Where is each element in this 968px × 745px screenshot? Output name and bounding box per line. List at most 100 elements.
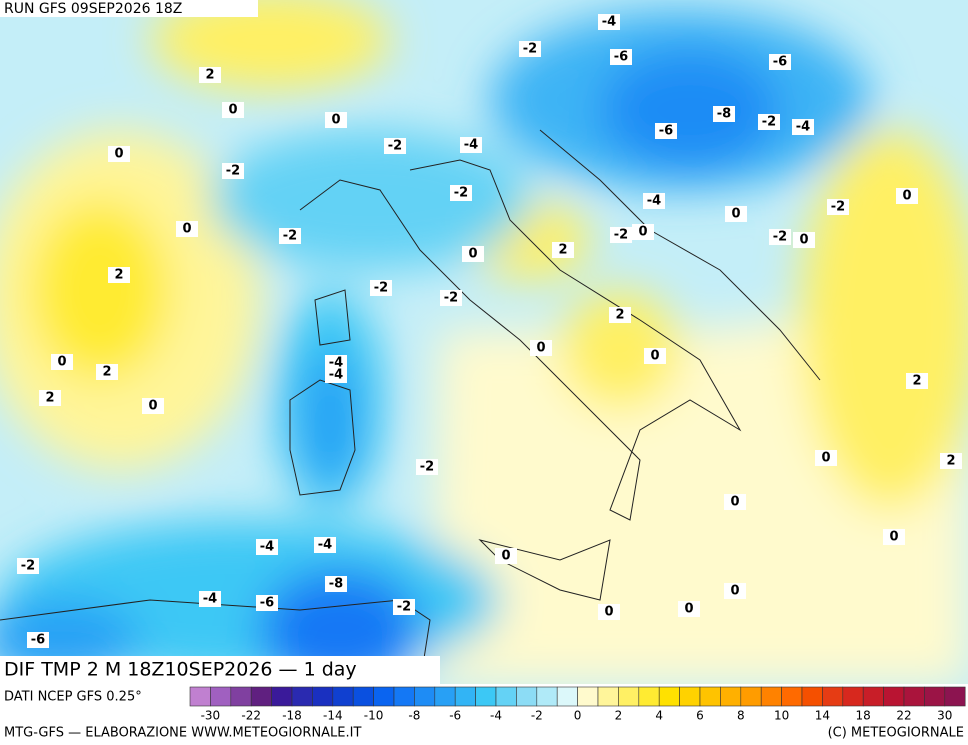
contour-label: -4 xyxy=(203,592,217,607)
footer-left: MTG-GFS — ELABORAZIONE WWW.METEOGIORNALE… xyxy=(4,726,361,741)
label-bg xyxy=(199,67,221,83)
contour-label: 0 xyxy=(731,207,740,222)
colorbar-tick-label: 6 xyxy=(696,709,704,723)
footer-right: (C) METEOGIORNALE xyxy=(828,726,964,741)
label-bg xyxy=(883,529,905,545)
colorbar-tick-label: -2 xyxy=(531,709,543,723)
color-box xyxy=(495,686,517,707)
contour-labels: -4 -2 -6 -6 2 0 0 -8 -2 -4 -6 -2 -4 0 -2 -2 0 -4 -2 0 0 -2 -2 0… xyxy=(17,14,962,648)
color-box xyxy=(189,686,211,707)
color-box xyxy=(842,686,864,707)
contour-label: 2 xyxy=(114,268,123,283)
contour-label: 2 xyxy=(205,68,214,83)
label-bg xyxy=(725,206,747,222)
color-box xyxy=(393,686,415,707)
contour-label: 0 xyxy=(684,602,693,617)
colorbar-tick-label: 2 xyxy=(615,709,623,723)
contour-label: -2 xyxy=(444,291,458,306)
label-bg xyxy=(460,137,482,153)
color-box xyxy=(801,686,823,707)
run-label: RUN GFS 09SEP2026 18Z xyxy=(4,1,182,17)
label-bg xyxy=(552,242,574,258)
contour-label: -4 xyxy=(329,368,343,383)
contour-label: -4 xyxy=(318,538,332,553)
contour-label: 0 xyxy=(536,341,545,356)
contour-label: -2 xyxy=(762,115,776,130)
color-box xyxy=(373,686,395,707)
color-box xyxy=(781,686,803,707)
contour-label: 0 xyxy=(638,225,647,240)
color-box xyxy=(230,686,252,707)
contour-label: -2 xyxy=(831,200,845,215)
colorbar-tick-label: 22 xyxy=(896,709,911,723)
contour-label: 0 xyxy=(182,222,191,237)
contour-label: 2 xyxy=(946,454,955,469)
color-box xyxy=(720,686,742,707)
color-box xyxy=(903,686,925,707)
color-box xyxy=(822,686,844,707)
color-box xyxy=(883,686,905,707)
color-box xyxy=(271,686,293,707)
label-bg xyxy=(598,14,620,30)
label-bg xyxy=(655,123,677,139)
label-bg xyxy=(792,119,814,135)
field-title: DIF TMP 2 M 18Z10SEP2026 — 1 day xyxy=(4,659,357,681)
color-box xyxy=(352,686,374,707)
colorbar-tick-label: -22 xyxy=(241,709,261,723)
colorbar-tick-label: -18 xyxy=(282,709,302,723)
color-box xyxy=(760,686,782,707)
contour-label: 0 xyxy=(148,399,157,414)
contour-label: -2 xyxy=(773,230,787,245)
color-box xyxy=(434,686,456,707)
label-bg xyxy=(609,307,631,323)
contour-label: -6 xyxy=(260,596,274,611)
label-bg xyxy=(713,106,735,122)
label-bg xyxy=(325,367,347,383)
color-box xyxy=(699,686,721,707)
contour-label: -6 xyxy=(659,124,673,139)
map-field xyxy=(0,0,968,684)
label-bg xyxy=(906,373,928,389)
label-bg xyxy=(51,354,73,370)
contour-label: 0 xyxy=(799,233,808,248)
source-label: DATI NCEP GFS 0.25° xyxy=(4,690,142,705)
label-bg xyxy=(393,599,415,615)
coastlines xyxy=(0,129,821,684)
contour-label: -2 xyxy=(454,186,468,201)
colorbar-tick-label: -10 xyxy=(364,709,384,723)
contour-label: -4 xyxy=(329,356,343,371)
label-bg xyxy=(724,583,746,599)
contour-label: 0 xyxy=(730,495,739,510)
label-bg xyxy=(222,163,244,179)
label-bg xyxy=(793,232,815,248)
contour-label: 2 xyxy=(558,243,567,258)
contour-label: -6 xyxy=(773,55,787,70)
label-bg xyxy=(815,450,837,466)
colorbar: -30 -22 -18 -14 -10 -8 -6 -4 -2 0 2 4 6 8 10 14 18 22 30 xyxy=(189,686,966,723)
contour-label: -8 xyxy=(717,107,731,122)
label-bg xyxy=(724,494,746,510)
contour-label: 0 xyxy=(468,247,477,262)
label-bg xyxy=(370,280,392,296)
label-bg xyxy=(256,595,278,611)
contour-label: -6 xyxy=(31,633,45,648)
color-box xyxy=(618,686,640,707)
colorbar-tick-label: 8 xyxy=(737,709,745,723)
contour-label: -2 xyxy=(420,460,434,475)
label-bg xyxy=(495,548,517,564)
contour-label: 0 xyxy=(604,605,613,620)
label-bg xyxy=(108,267,130,283)
label-bg xyxy=(314,537,336,553)
label-bg xyxy=(222,102,244,118)
colorbar-tick-label: -30 xyxy=(201,709,221,723)
contour-label: -2 xyxy=(226,164,240,179)
color-box xyxy=(475,686,497,707)
title-box xyxy=(0,656,440,684)
colorbar-tick-label: 0 xyxy=(574,709,582,723)
contour-label: 2 xyxy=(615,308,624,323)
contour-label: 0 xyxy=(889,530,898,545)
label-bg xyxy=(827,199,849,215)
color-box xyxy=(658,686,680,707)
label-bg xyxy=(462,246,484,262)
